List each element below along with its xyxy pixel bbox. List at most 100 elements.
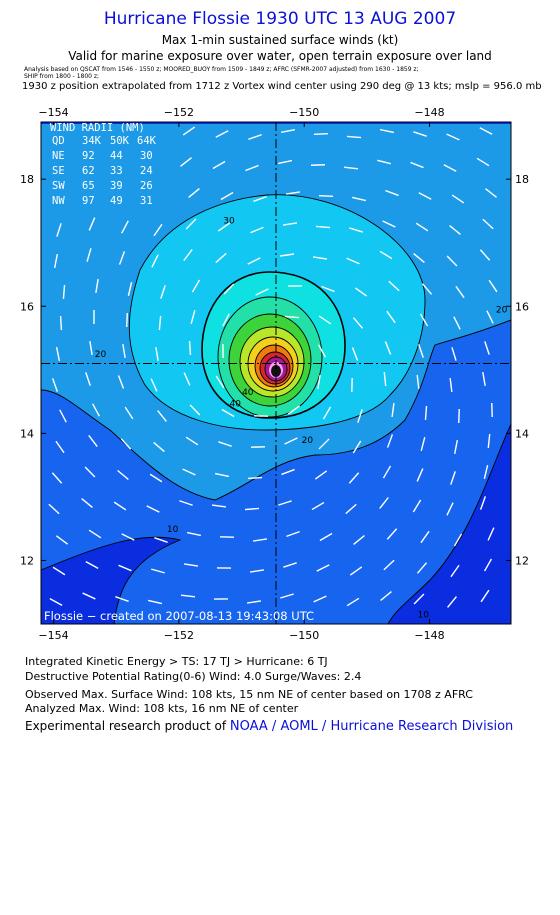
x-tick-label-top: −148 xyxy=(414,106,444,119)
wind-vector xyxy=(278,500,292,506)
wind-vector xyxy=(183,563,199,567)
wind-radii-table: WIND RADII (NM) QD 34K 50K 64K NE 92 44 … xyxy=(50,122,157,207)
wind-vector xyxy=(348,472,360,484)
position-note: 1930 z position extrapolated from 1712 z… xyxy=(22,81,542,92)
y-tick-label-left: 16 xyxy=(20,300,34,313)
wind-vector xyxy=(150,378,158,392)
wind-vector xyxy=(121,533,135,541)
wind-vector xyxy=(310,164,326,166)
wind-vector xyxy=(280,593,294,599)
wind-vector xyxy=(282,222,298,226)
wind-vectors xyxy=(48,126,498,608)
wind-vector xyxy=(223,283,235,295)
wind-vector xyxy=(349,566,363,576)
wind-vector xyxy=(250,226,264,234)
wind-vector xyxy=(56,223,62,237)
contour-label: 40 xyxy=(242,388,254,398)
wind-vector xyxy=(383,371,387,387)
wind-vector xyxy=(188,340,192,356)
wind-vector xyxy=(48,503,60,515)
wind-vector xyxy=(49,598,63,606)
wind-vector xyxy=(88,217,96,231)
wind-vector xyxy=(450,564,460,578)
wind-vector xyxy=(449,225,461,235)
wind-vector xyxy=(88,434,98,448)
wind-vector xyxy=(84,466,96,478)
wind-vector xyxy=(183,248,193,262)
wind-vector xyxy=(447,596,457,608)
wind-vector xyxy=(312,256,328,260)
wind-vector xyxy=(283,562,297,568)
wind-vector xyxy=(487,527,495,541)
wind-vector xyxy=(189,404,201,416)
wind-vector xyxy=(154,537,168,543)
credit-label: Flossie − created on 2007-08-13 19:43:08… xyxy=(44,609,314,623)
wind-vector xyxy=(476,157,490,167)
wind-vector xyxy=(379,497,389,509)
wind-vector xyxy=(352,317,364,329)
wind-vector xyxy=(153,441,165,453)
contour-label: 10 xyxy=(167,525,179,535)
wind-vector xyxy=(246,600,262,604)
product-link[interactable]: NOAA / AOML / Hurricane Research Divisio… xyxy=(229,719,514,734)
wind-vector xyxy=(418,344,424,358)
wind-vector xyxy=(82,592,96,600)
wind-vector xyxy=(118,564,132,572)
ike-text: Integrated Kinetic Energy > TS: 17 TJ > … xyxy=(25,655,328,668)
wind-vector xyxy=(55,440,65,454)
x-tick-label-bottom: −150 xyxy=(289,629,319,642)
wind-vector xyxy=(410,161,424,169)
wind-vector xyxy=(113,501,127,511)
x-tick-label-top: −152 xyxy=(164,106,194,119)
y-tick-label-left: 18 xyxy=(20,173,34,186)
wind-vector xyxy=(384,341,392,355)
wind-vector xyxy=(453,439,459,455)
product-credit: Experimental research product of NOAA / … xyxy=(25,719,513,734)
wind-vector xyxy=(482,371,486,387)
wind-vector xyxy=(278,159,292,165)
wind-vector xyxy=(383,559,395,571)
center-crosshair xyxy=(41,122,511,624)
y-tick-label-left: 12 xyxy=(20,554,34,567)
wind-vector xyxy=(413,253,425,263)
wind-vector xyxy=(215,375,225,389)
x-tick-label-top: −150 xyxy=(289,106,319,119)
wind-vector xyxy=(85,561,99,569)
wind-vector xyxy=(313,132,329,136)
wind-vector xyxy=(483,558,493,572)
wind-vector xyxy=(357,409,363,423)
wind-vector xyxy=(215,252,227,264)
wind-vector xyxy=(486,310,494,324)
contour-label: 20 xyxy=(496,306,508,316)
wind-vector xyxy=(245,164,259,172)
y-tick-label-right: 16 xyxy=(515,300,529,313)
wind-vector xyxy=(413,593,425,605)
analysis-note-1: Analysis based on QSCAT from 1546 - 1550… xyxy=(24,66,419,73)
wind-vector xyxy=(149,473,163,483)
wind-vector xyxy=(480,589,490,603)
wind-vector xyxy=(485,188,497,198)
wind-vector xyxy=(215,472,229,478)
wind-vector xyxy=(346,135,362,139)
wind-vector xyxy=(85,372,91,386)
wind-vector xyxy=(115,596,129,602)
wind-vector xyxy=(479,127,493,135)
wind-vector xyxy=(352,440,362,454)
wind-vector xyxy=(316,564,330,572)
wind-vector xyxy=(353,535,365,545)
wind-vector xyxy=(157,410,167,422)
contour-lines xyxy=(41,194,511,624)
wind-vector xyxy=(450,471,456,485)
wind-vector xyxy=(385,189,399,197)
wind-radii-row: NE 92 44 30 xyxy=(52,150,153,162)
wind-vector xyxy=(286,530,300,538)
wind-vector xyxy=(249,569,265,573)
wind-radii-row: NW 97 49 31 xyxy=(52,195,153,207)
wind-vector xyxy=(315,225,331,229)
wind-vector xyxy=(484,341,490,355)
wind-vector xyxy=(380,128,394,134)
wind-radii-row: SE 62 33 24 xyxy=(52,165,153,177)
wind-vector xyxy=(287,405,301,415)
